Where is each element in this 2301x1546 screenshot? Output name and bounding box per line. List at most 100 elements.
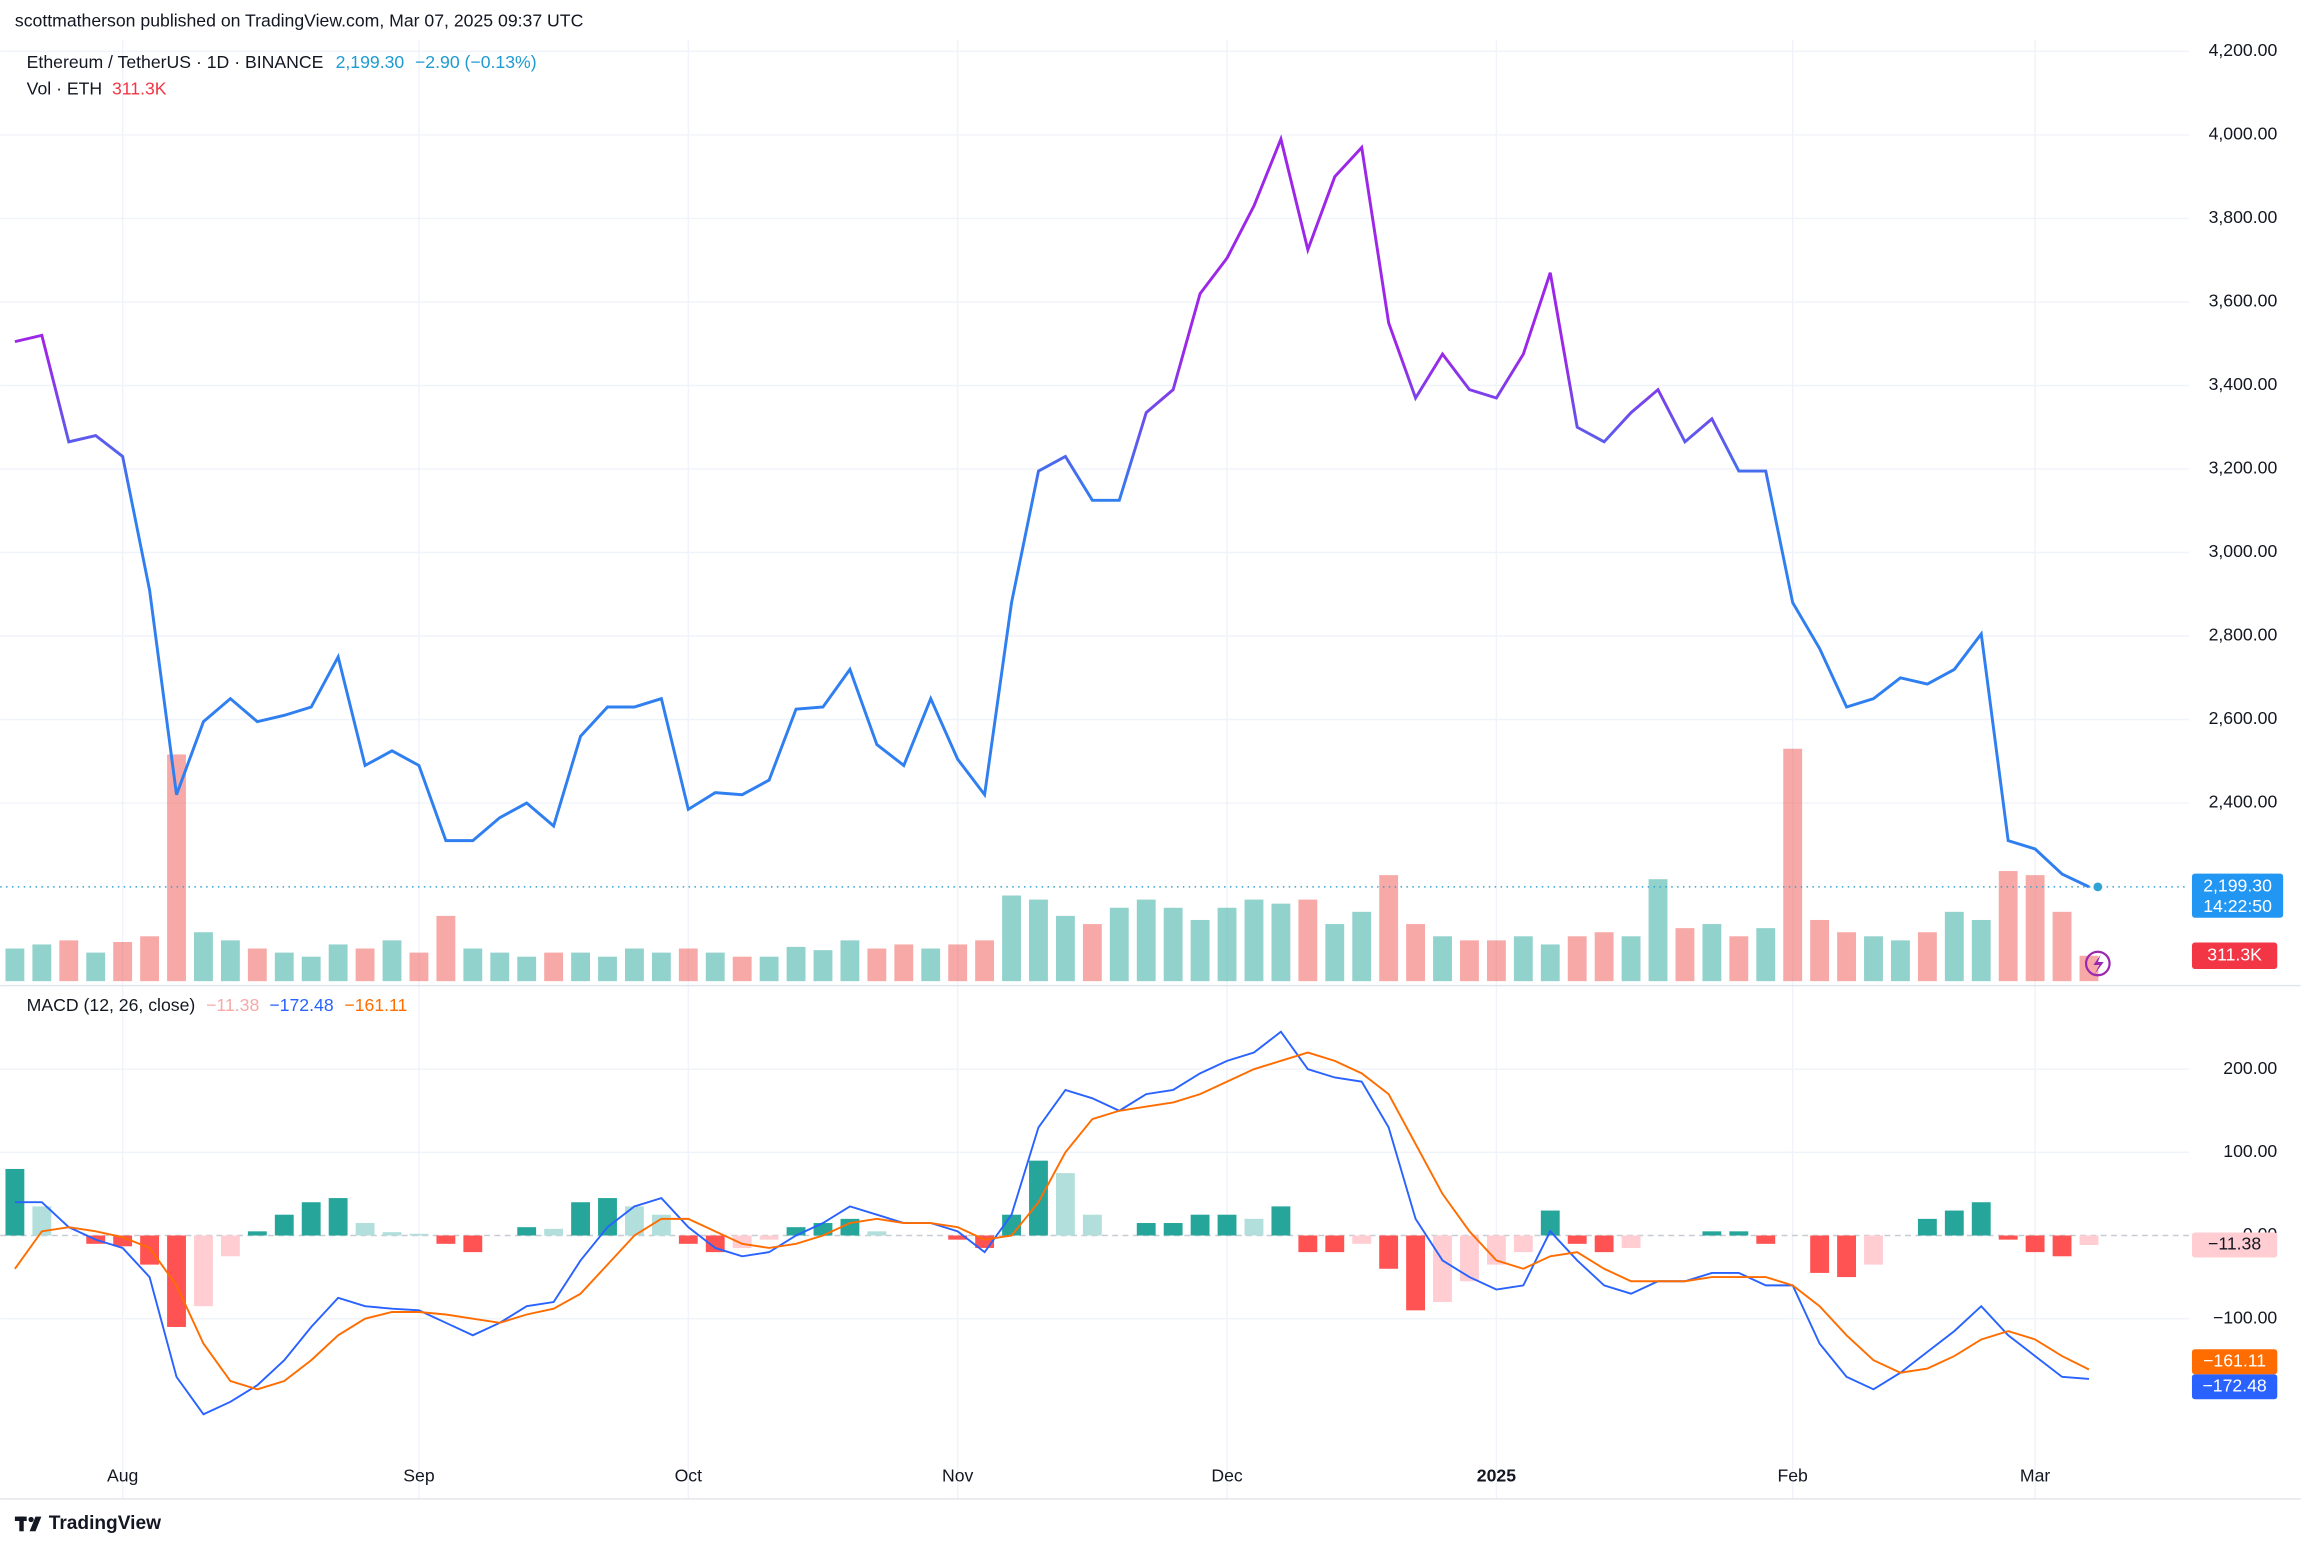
macd-histogram-bar: [1486, 1235, 1506, 1265]
hist-last: −11.38: [206, 995, 259, 1015]
macd-histogram-bar: [1837, 1235, 1856, 1278]
macd-histogram-bar: [625, 1206, 644, 1236]
macd-histogram-bar: [382, 1232, 402, 1236]
volume-last: 311.3K: [112, 78, 167, 98]
macd-last: −172.48: [269, 995, 333, 1015]
macd-histogram-bar: [571, 1202, 590, 1236]
macd-histogram-bar: [1352, 1235, 1372, 1244]
x-tick-label: Dec: [1211, 1466, 1243, 1486]
macd-badge-label: −172.48: [2202, 1375, 2266, 1395]
volume-bar: [140, 936, 160, 982]
macd-histogram-bar: [32, 1206, 52, 1236]
volume-bar: [1729, 936, 1749, 982]
price-line: [14, 134, 2090, 889]
macd-histogram-bar: [247, 1231, 267, 1236]
volume-bar: [1944, 911, 1964, 982]
macd-histogram-bar: [1271, 1206, 1291, 1236]
macd-histogram-bar: [1406, 1235, 1426, 1311]
volume-bar: [625, 948, 644, 982]
x-tick-label: 2025: [1477, 1466, 1516, 1486]
volume-bar: [678, 948, 698, 982]
x-tick-label: Mar: [2020, 1466, 2051, 1486]
macd-histogram-bar: [1864, 1235, 1883, 1265]
macd-histogram-bar: [1136, 1223, 1156, 1236]
macd-histogram-bar: [1594, 1235, 1614, 1253]
volume-bar: [194, 932, 213, 982]
macd-badge: [2191, 1232, 2278, 1258]
macd-histogram-bar: [355, 1223, 375, 1236]
volume-bar: [1163, 907, 1183, 982]
alert-icon[interactable]: [2084, 950, 2111, 977]
macd-histogram-bar: [140, 1235, 160, 1265]
y-tick-label: 3,200.00: [2209, 458, 2278, 478]
last-price: 2,199.30: [336, 52, 405, 72]
macd-histogram-bar: [409, 1233, 429, 1236]
macd-histogram-bar: [1702, 1231, 1722, 1236]
volume-bar: [786, 946, 806, 982]
macd-histogram-bar: [598, 1198, 617, 1236]
volume-bar: [1190, 919, 1210, 982]
volume-bar: [328, 944, 348, 982]
macd-histogram-bar: [759, 1235, 779, 1240]
macd-histogram-bar: [463, 1235, 483, 1253]
volume-bar: [1837, 932, 1856, 982]
volume-bar: [1109, 907, 1129, 982]
macd-histogram-bar: [328, 1198, 348, 1236]
macd-histogram-bar: [1433, 1235, 1452, 1303]
volume-bar: [382, 940, 402, 982]
macd-histogram-bar: [194, 1235, 213, 1307]
volume-bar: [1864, 936, 1883, 982]
volume-bar: [274, 952, 294, 982]
y-tick-label: 3,800.00: [2209, 207, 2278, 227]
x-tick-label: Nov: [942, 1466, 974, 1486]
volume-bar: [1513, 936, 1533, 982]
volume-bar: [5, 948, 25, 982]
volume-bar: [1621, 936, 1641, 982]
volume-bar: [1217, 907, 1237, 982]
macd-line: [14, 1030, 2090, 1416]
macd-histogram-bar: [867, 1231, 887, 1236]
macd-histogram-bar: [1944, 1210, 1964, 1236]
symbol-title: Ethereum / TetherUS · 1D · BINANCE: [27, 52, 324, 72]
macd-histogram-bar: [813, 1223, 833, 1236]
volume-bar: [1298, 899, 1318, 982]
macd-histogram-bar: [1540, 1210, 1560, 1236]
volume-title: Vol · ETH: [27, 78, 102, 98]
volume-bar: [1244, 899, 1264, 982]
volume-bar: [948, 944, 968, 982]
macd-histogram-bar: [113, 1235, 133, 1247]
y-tick-label: 4,200.00: [2209, 40, 2278, 60]
y-tick-label: 2,600.00: [2209, 708, 2278, 728]
volume-bar: [1029, 899, 1048, 982]
publish-note: scottmatherson published on TradingView.…: [15, 11, 584, 31]
price-badge-label: 2,199.30: [2203, 876, 2272, 896]
macd-histogram-bar: [1917, 1218, 1937, 1236]
volume-bar: [1783, 748, 1803, 982]
y-tick-label: 3,000.00: [2209, 541, 2278, 561]
volume-bar: [1648, 879, 1668, 982]
volume-bar: [2079, 955, 2099, 982]
macd-histogram-bar: [1379, 1235, 1399, 1269]
macd-histogram-bar: [1810, 1235, 1830, 1273]
volume-bar: [247, 948, 267, 982]
price-change: −2.90 (−0.13%): [415, 52, 537, 72]
volume-bar: [113, 942, 133, 982]
volume-bar: [463, 948, 483, 982]
x-tick-label: Aug: [107, 1466, 138, 1486]
macd-histogram-bar: [1217, 1214, 1237, 1236]
macd-histogram-bar: [1029, 1160, 1048, 1236]
volume-bar: [759, 956, 779, 982]
volume-bar: [1352, 911, 1372, 982]
volume-bar: [813, 950, 833, 982]
y-tick-label: 3,600.00: [2209, 291, 2278, 311]
volume-bar: [1998, 871, 2018, 982]
volume-bar: [2025, 875, 2045, 982]
volume-bar: [1406, 924, 1426, 982]
y-tick-label: 3,400.00: [2209, 374, 2278, 394]
volume-bar: [517, 956, 537, 982]
y-tick-label: 200.00: [2223, 1058, 2277, 1078]
y-tick-label: 2,800.00: [2209, 625, 2278, 645]
macd-histogram-bar: [1298, 1235, 1318, 1253]
volume-bar: [1891, 940, 1910, 982]
x-tick-label: Oct: [675, 1466, 703, 1486]
